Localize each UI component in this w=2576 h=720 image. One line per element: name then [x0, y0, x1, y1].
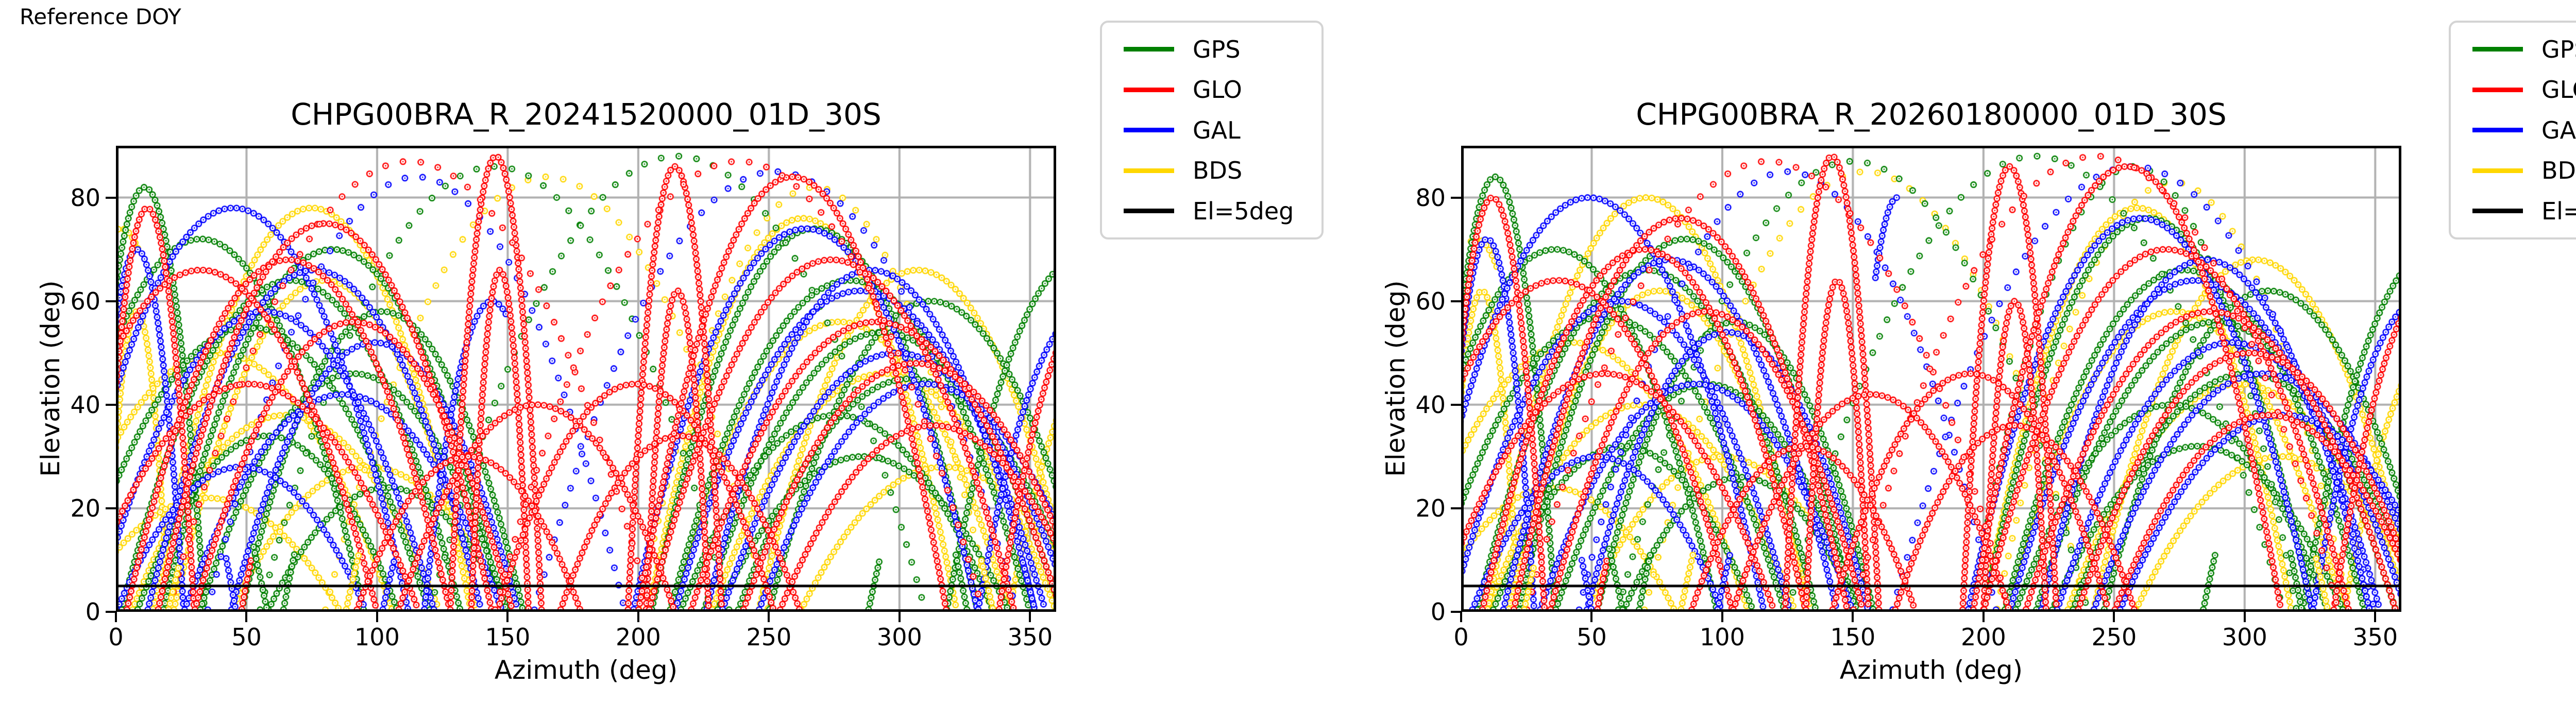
subplot-title-right: CHPG00BRA_R_20260180000_01D_30S [1636, 97, 2227, 132]
x-tick-mark [376, 612, 378, 622]
x-tick-label: 350 [2352, 623, 2398, 651]
legend-line-sample [1124, 128, 1174, 132]
x-tick-mark [898, 612, 901, 622]
legend-entry-el-5deg: El=5deg [2472, 197, 2576, 225]
legend-entry-bds: BDS [1124, 157, 1321, 184]
y-tick-mark [106, 507, 116, 509]
legend-entry-gal: GAL [2472, 116, 2576, 144]
legend-entry-gps: GPS [1124, 36, 1321, 63]
y-tick-mark [106, 403, 116, 406]
legend-label: GLO [1193, 76, 1242, 104]
legend-line-sample [1124, 47, 1174, 52]
y-tick-mark [1451, 611, 1461, 613]
legend-box-right: GPS GLO GAL BDS El=5deg [2449, 21, 2576, 239]
legend-line-sample [1124, 168, 1174, 173]
x-tick-label: 50 [1577, 623, 1607, 651]
x-tick-mark [1460, 612, 1462, 622]
plot-area-right [1461, 146, 2401, 612]
y-tick-mark [106, 196, 116, 199]
y-tick-label: 20 [1415, 494, 1446, 522]
y-tick-label: 20 [70, 494, 100, 522]
y-tick-label: 80 [1415, 183, 1446, 212]
x-tick-mark [115, 612, 117, 622]
legend-entry-bds: BDS [2472, 157, 2576, 184]
legend-line-sample [1124, 209, 1174, 213]
y-tick-mark [106, 611, 116, 613]
legend-entry-glo: GLO [2472, 76, 2576, 104]
legend-label: GLO [2541, 76, 2576, 104]
legend-line-sample [2472, 128, 2523, 132]
x-tick-mark [1982, 612, 1985, 622]
x-tick-mark [1590, 612, 1593, 622]
y-tick-label: 0 [1430, 598, 1446, 626]
x-tick-mark [1852, 612, 1854, 622]
subplot-title-left: CHPG00BRA_R_20241520000_01D_30S [291, 97, 882, 132]
x-tick-label: 250 [746, 623, 792, 651]
x-tick-label: 0 [108, 623, 124, 651]
legend-line-sample [2472, 168, 2523, 173]
x-tick-mark [1721, 612, 1723, 622]
y-tick-mark [106, 300, 116, 302]
legend-label: GAL [2541, 116, 2576, 144]
x-tick-label: 250 [2091, 623, 2137, 651]
x-tick-mark [1029, 612, 1031, 622]
legend-entry-el-5deg: El=5deg [1124, 197, 1321, 225]
legend-label: GPS [1193, 35, 1241, 63]
x-tick-label: 150 [1830, 623, 1876, 651]
x-tick-mark [2374, 612, 2377, 622]
x-tick-mark [2113, 612, 2115, 622]
y-tick-label: 80 [70, 183, 100, 212]
reference-doy-label: Reference DOY [20, 4, 181, 29]
plot-area-left [116, 146, 1056, 612]
y-tick-label: 60 [1415, 287, 1446, 315]
legend-entry-glo: GLO [1124, 76, 1321, 104]
skyplot-canvas-left [116, 146, 1056, 612]
x-tick-label: 150 [485, 623, 531, 651]
legend-label: BDS [1193, 157, 1243, 184]
y-tick-label: 40 [1415, 390, 1446, 419]
x-tick-mark [2243, 612, 2246, 622]
x-tick-mark [768, 612, 770, 622]
legend-line-sample [2472, 87, 2523, 92]
legend-line-sample [1124, 87, 1174, 92]
x-axis-label-right: Azimuth (deg) [1839, 655, 2023, 685]
x-tick-mark [637, 612, 639, 622]
x-tick-mark [245, 612, 248, 622]
legend-label: BDS [2541, 157, 2576, 184]
legend-label: GAL [1193, 116, 1241, 144]
y-tick-mark [1451, 196, 1461, 199]
x-tick-label: 300 [876, 623, 922, 651]
y-tick-label: 0 [85, 598, 100, 626]
x-tick-mark [506, 612, 509, 622]
x-tick-label: 200 [1960, 623, 2006, 651]
legend-label: El=5deg [1193, 197, 1294, 225]
x-axis-label-left: Azimuth (deg) [494, 655, 678, 685]
y-tick-label: 40 [70, 390, 100, 419]
legend-entry-gps: GPS [2472, 36, 2576, 63]
legend-line-sample [2472, 47, 2523, 52]
legend-label: El=5deg [2541, 197, 2576, 225]
x-tick-label: 100 [354, 623, 400, 651]
y-tick-mark [1451, 300, 1461, 302]
legend-label: GPS [2541, 35, 2576, 63]
x-tick-label: 50 [231, 623, 262, 651]
x-tick-label: 0 [1453, 623, 1469, 651]
legend-line-sample [2472, 209, 2523, 213]
y-tick-mark [1451, 403, 1461, 406]
x-tick-label: 350 [1007, 623, 1053, 651]
y-tick-mark [1451, 507, 1461, 509]
x-tick-label: 100 [1700, 623, 1745, 651]
legend-box-left: GPS GLO GAL BDS El=5deg [1100, 21, 1324, 239]
legend-entry-gal: GAL [1124, 116, 1321, 144]
y-tick-label: 60 [70, 287, 100, 315]
x-tick-label: 300 [2222, 623, 2267, 651]
skyplot-canvas-right [1461, 146, 2401, 612]
x-tick-label: 200 [615, 623, 661, 651]
